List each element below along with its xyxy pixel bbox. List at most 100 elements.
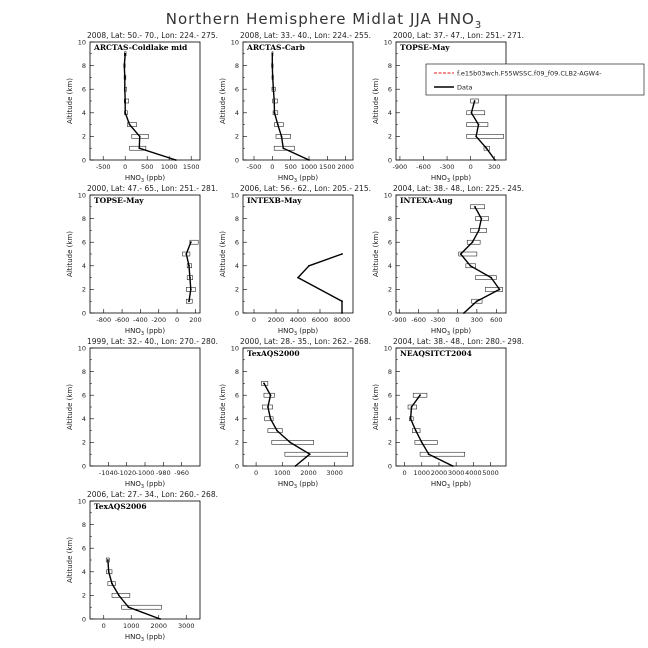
x-tick-label: -600: [115, 316, 130, 324]
data-point: [427, 453, 430, 456]
x-tick-label: -300: [440, 163, 455, 171]
y-axis-label: Altitude (km): [66, 231, 74, 277]
error-bar: [414, 440, 438, 445]
x-axis-label-sub: 3: [447, 331, 450, 337]
data-point: [124, 100, 127, 102]
data-point: [451, 465, 454, 467]
campaign-label: TOPSE-May: [94, 196, 144, 205]
y-tick-label: 8: [82, 215, 86, 223]
panel-5: 2006, Lat: 56.- 62., Lon: 205.- 215. INTE…: [219, 184, 371, 337]
y-tick-label: 0: [235, 462, 239, 470]
y-axis-label: Altitude (km): [219, 78, 227, 124]
panel-1: 2008, Lat: 50.- 70., Lon: 224.- 275. ARCT…: [66, 31, 218, 184]
campaign-label: INTEXB-May: [247, 196, 302, 205]
y-tick-label: 4: [388, 262, 392, 270]
x-tick-label: 0: [403, 469, 407, 477]
data-point: [469, 264, 472, 267]
y-tick-label: 0: [388, 462, 392, 470]
data-point: [341, 253, 343, 255]
panel-header: 2006, Lat: 56.- 62., Lon: 205.- 215.: [240, 184, 371, 193]
y-tick-label: 8: [388, 215, 392, 223]
y-tick-label: 4: [82, 262, 86, 270]
data-point: [272, 88, 275, 91]
x-axis-label-main: HNO: [125, 327, 142, 335]
data-point: [490, 276, 493, 279]
x-tick-label: -300: [431, 316, 446, 324]
x-tick-label: 1000: [414, 469, 431, 477]
data-point: [294, 465, 297, 467]
x-tick-label: 0: [252, 316, 256, 324]
y-tick-label: 0: [388, 309, 392, 317]
y-axis-label: Altitude (km): [66, 78, 74, 124]
x-tick-label: -1000: [136, 469, 155, 477]
y-tick-label: 6: [82, 86, 86, 94]
x-tick-label: 600: [490, 316, 502, 324]
x-tick-label: 2000: [300, 469, 317, 477]
legend-data-label: Data: [457, 84, 473, 92]
error-bar: [272, 98, 278, 104]
legend-box: [425, 63, 645, 96]
y-tick-label: 10: [78, 497, 86, 505]
x-axis-label: HNO3 (ppb): [125, 327, 165, 337]
error-bar: [284, 451, 349, 457]
data-point: [271, 76, 274, 79]
y-tick-label: 2: [82, 286, 86, 294]
x-axis-label-unit: (ppb): [144, 174, 165, 182]
data-point: [273, 111, 276, 114]
data-point: [174, 159, 177, 161]
data-point: [128, 123, 131, 126]
error-bar: [275, 134, 291, 139]
x-tick-label: 0: [175, 316, 179, 324]
data-point: [498, 288, 501, 291]
y-tick-label: 4: [235, 109, 239, 117]
panel-8: 2000, Lat: 28.- 35., Lon: 262.- 268. TexA…: [219, 337, 371, 490]
x-tick-label: 4000: [290, 316, 307, 324]
data-point: [269, 417, 272, 420]
campaign-label: ARCTAS-Coldlake mid: [93, 43, 188, 52]
y-axis-label: Altitude (km): [372, 384, 380, 430]
data-point: [189, 288, 192, 291]
x-tick-label: 1500: [319, 163, 336, 171]
y-tick-label: 10: [384, 344, 392, 352]
data-point: [271, 52, 274, 55]
x-tick-label: -1040: [99, 469, 118, 477]
x-axis-label-unit: (ppb): [144, 633, 165, 641]
legend-model-label: f.e15b03wch.F55WSSC.f09_f09.CLB2-AGW4-: [457, 70, 602, 78]
panel-2: 2008, Lat: 33.- 40., Lon: 224.- 255. ARCT…: [219, 31, 371, 184]
x-axis-label: HNO3 (ppb): [278, 480, 318, 490]
data-point: [410, 406, 413, 408]
data-point: [123, 64, 126, 67]
x-axis-label-sub: 3: [294, 484, 297, 490]
x-tick-label: -900: [392, 316, 407, 324]
x-axis-label-main: HNO: [278, 480, 295, 488]
x-tick-label: 5000: [482, 469, 499, 477]
data-point: [159, 618, 162, 620]
x-tick-label: -1020: [117, 469, 136, 477]
y-tick-label: 0: [82, 615, 86, 623]
x-tick-label: 0: [455, 316, 459, 324]
x-tick-label: 0: [469, 163, 473, 171]
data-line: [107, 559, 161, 620]
error-bar: [412, 392, 428, 398]
x-tick-label: 1000: [123, 622, 140, 630]
x-tick-label: -960: [174, 469, 189, 477]
panel-header: 2000, Lat: 47.- 65., Lon: 251.- 281.: [87, 184, 218, 193]
plot-frame: [89, 194, 201, 314]
data-point: [308, 264, 310, 267]
x-tick-label: 1000: [301, 163, 318, 171]
data-line: [271, 53, 310, 161]
data-point: [463, 312, 465, 314]
x-tick-label: -500: [96, 163, 111, 171]
y-tick-label: 0: [235, 156, 239, 164]
data-point: [185, 253, 188, 255]
data-point: [475, 300, 478, 303]
data-point: [419, 394, 421, 397]
x-axis-label-unit: (ppb): [450, 480, 471, 488]
data-point: [480, 217, 483, 220]
x-axis-label-sub: 3: [294, 331, 297, 337]
panel-header: 2000, Lat: 37.- 47., Lon: 251.- 271.: [393, 31, 524, 40]
y-axis-label: Altitude (km): [372, 78, 380, 124]
error-bar: [475, 275, 497, 280]
data-point: [124, 52, 127, 55]
data-point: [266, 406, 269, 408]
